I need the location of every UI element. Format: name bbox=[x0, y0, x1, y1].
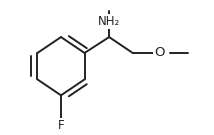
Text: O: O bbox=[154, 46, 165, 59]
Text: NH₂: NH₂ bbox=[98, 15, 120, 28]
Text: F: F bbox=[58, 119, 64, 132]
